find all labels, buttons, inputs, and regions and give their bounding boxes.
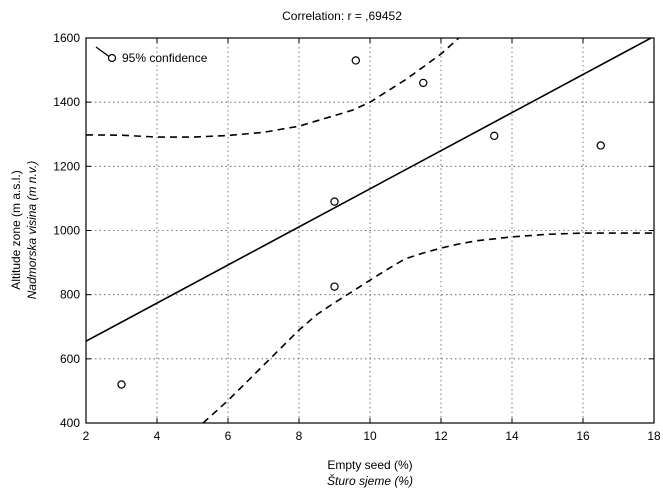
x-tick-label: 2	[83, 429, 90, 443]
x-axis-title: Empty seed (%)	[327, 458, 412, 472]
regression-line	[86, 38, 653, 342]
x-tick-label: 8	[296, 429, 303, 443]
x-axis-ticks: 2 4 6 8 10 12 14 16 18	[83, 38, 661, 443]
y-axis-title-alt: Nadmorska visina (m n.v.)	[25, 161, 39, 299]
x-tick-label: 12	[434, 429, 448, 443]
data-point	[596, 141, 605, 150]
y-tick-label: 1600	[53, 31, 80, 45]
y-tick-label: 800	[60, 288, 80, 302]
y-tick-label: 1000	[53, 224, 80, 238]
data-point	[117, 380, 126, 389]
y-tick-label: 1400	[53, 95, 80, 109]
confidence-lower-line	[202, 232, 654, 423]
x-tick-label: 6	[225, 429, 232, 443]
y-tick-label: 600	[60, 352, 80, 366]
x-tick-label: 14	[505, 429, 519, 443]
legend-marker-circle	[107, 53, 117, 63]
legend-label: 95% confidence	[122, 51, 208, 65]
grid-lines	[86, 38, 654, 423]
data-point	[330, 197, 339, 206]
data-point	[490, 131, 499, 141]
y-tick-label: 400	[60, 416, 80, 430]
y-axis-title: Altitude zone (m a.s.l.)	[9, 170, 23, 289]
x-tick-label: 4	[154, 429, 161, 443]
x-tick-label: 16	[576, 429, 590, 443]
data-point	[419, 78, 428, 88]
x-tick-label: 10	[363, 429, 377, 443]
y-tick-label: 1200	[53, 159, 80, 173]
plot-curves	[86, 38, 654, 423]
y-axis-ticks: 400 600 800 1000 1200 1400 1600	[53, 31, 654, 430]
data-points	[117, 56, 605, 389]
x-tick-label: 18	[647, 429, 661, 443]
chart-title: Correlation: r = ,69452	[282, 9, 402, 23]
data-point	[330, 282, 339, 291]
confidence-upper-line	[86, 38, 460, 138]
x-axis-title-alt: Šturo sjeme (%)	[327, 473, 413, 488]
data-point	[351, 56, 360, 65]
legend: 95% confidence	[95, 46, 208, 65]
